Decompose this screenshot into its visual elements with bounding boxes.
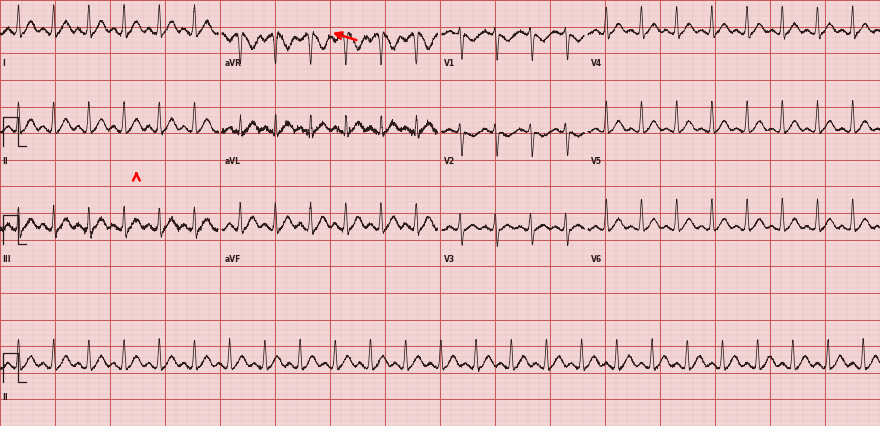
Text: aVR: aVR [224,59,241,68]
Text: V1: V1 [444,59,456,68]
Text: aVF: aVF [224,255,241,264]
Text: I: I [3,59,5,68]
Text: V6: V6 [590,255,602,264]
Text: III: III [3,255,11,264]
Text: V2: V2 [444,157,456,166]
Text: aVL: aVL [224,157,240,166]
Text: V5: V5 [590,157,602,166]
Text: V4: V4 [590,59,602,68]
Text: II: II [3,393,9,402]
Text: V3: V3 [444,255,456,264]
Text: II: II [3,157,9,166]
